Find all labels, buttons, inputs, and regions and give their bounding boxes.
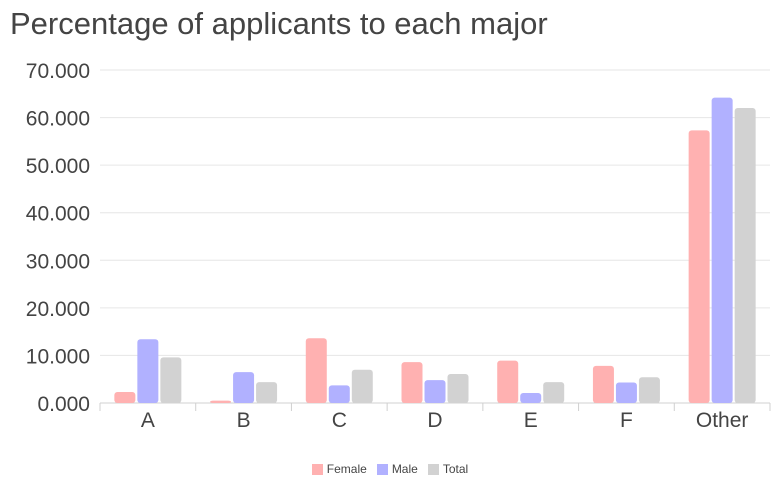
legend-item[interactable]: Male (376, 462, 418, 476)
bar-female-d (401, 362, 423, 403)
x-tick-label: Other (696, 409, 749, 432)
x-tick-label: F (620, 409, 633, 432)
bar-total-b (256, 382, 278, 403)
y-tick-label: 50.000 (26, 155, 90, 178)
bar-female-other (688, 130, 710, 403)
bar-male-other (711, 97, 733, 403)
bar-female-b (210, 400, 232, 403)
y-tick-label: 70.000 (26, 60, 90, 83)
bar-male-e (520, 393, 542, 403)
y-tick-label: 60.000 (26, 108, 90, 131)
bar-total-c (351, 369, 373, 403)
legend-swatch (311, 463, 323, 475)
bar-female-c (305, 338, 327, 403)
bar-female-a (114, 392, 136, 403)
legend-label: Male (391, 462, 418, 476)
y-tick-label: 0.000 (37, 393, 90, 416)
legend-swatch (427, 463, 439, 475)
x-tick-label: B (237, 409, 251, 432)
bar-total-other (734, 108, 756, 404)
legend-swatch (376, 463, 388, 475)
bar-male-f (615, 382, 637, 403)
bar-total-e (543, 382, 565, 403)
y-tick-label: 40.000 (26, 203, 90, 226)
bar-female-f (592, 365, 614, 403)
x-tick-label: D (427, 409, 442, 432)
chart-legend: Female Male Total (0, 462, 780, 476)
x-tick-label: C (332, 409, 347, 432)
x-tick-label: A (141, 409, 155, 432)
y-tick-label: 30.000 (26, 250, 90, 273)
bar-male-d (424, 380, 446, 403)
bar-total-f (638, 377, 660, 403)
legend-item[interactable]: Female (311, 462, 367, 476)
chart-title: Percentage of applicants to each major (10, 6, 548, 41)
bar-total-a (160, 357, 182, 403)
bar-male-b (233, 372, 255, 403)
legend-label: Female (326, 462, 367, 476)
x-tick-label: E (524, 409, 538, 432)
legend-label: Total (442, 462, 469, 476)
y-tick-label: 20.000 (26, 298, 90, 321)
bar-male-a (137, 339, 159, 403)
legend-item[interactable]: Total (427, 462, 469, 476)
bar-total-d (447, 373, 469, 403)
y-tick-label: 10.000 (26, 345, 90, 368)
bar-male-c (328, 385, 350, 403)
bar-female-e (497, 360, 519, 403)
